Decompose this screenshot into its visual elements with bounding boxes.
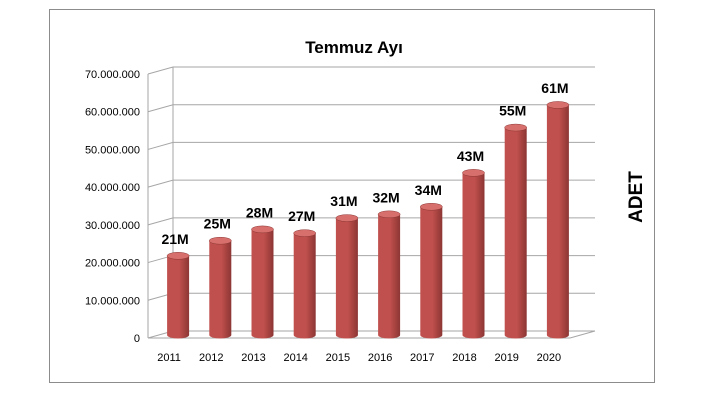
data-label: 34M	[415, 182, 442, 198]
data-label: 25M	[204, 216, 231, 232]
bar-2012	[209, 236, 232, 339]
data-label: 55M	[499, 103, 526, 119]
bar-2020	[546, 101, 570, 339]
y-tick-label: 0	[134, 333, 140, 345]
gridline	[147, 141, 595, 150]
y-tick-label: 20.000.000	[85, 258, 140, 270]
x-tick-label: 2015	[326, 352, 350, 364]
gridline	[147, 179, 595, 188]
x-tick-label: 2012	[199, 352, 223, 364]
data-label: 28M	[246, 204, 273, 220]
y-tick-label: 60.000.000	[85, 107, 140, 119]
x-tick-label: 2016	[368, 352, 392, 364]
y-tick-label: 30.000.000	[85, 220, 140, 232]
x-tick-label: 2013	[241, 352, 265, 364]
y-tick-label: 70.000.000	[85, 69, 140, 81]
bar-2015	[335, 214, 359, 339]
data-label: 43M	[457, 148, 484, 164]
data-label: 61M	[541, 80, 568, 96]
x-tick-label: 2017	[410, 352, 434, 364]
bar-2018	[462, 169, 485, 339]
y-tick-label: 10.000.000	[85, 295, 140, 307]
bar-2017	[420, 203, 443, 339]
x-tick-label: 2018	[452, 352, 476, 364]
floor-edge	[569, 330, 596, 339]
x-tick-label: 2019	[494, 352, 518, 364]
chart-title: Temmuz Ayı	[305, 38, 403, 57]
bar-2016	[377, 210, 401, 339]
gridline	[147, 66, 595, 75]
data-label: 31M	[330, 193, 357, 209]
chart-frame: 0 10.000.000 20.000.000 30.000.000 40.000.00…	[49, 9, 655, 383]
data-label: 32M	[372, 189, 399, 205]
gridline	[147, 104, 595, 113]
x-tick-label: 2014	[283, 352, 307, 364]
data-label: 21M	[161, 231, 188, 247]
x-tick-label: 2011	[157, 352, 181, 364]
y-tick-label: 50.000.000	[85, 144, 140, 156]
x-tick-label: 2020	[537, 352, 561, 364]
y-tick-label: 40.000.000	[85, 182, 140, 194]
bar-2014	[293, 229, 316, 339]
data-label: 27M	[288, 208, 315, 224]
bar-2019	[504, 123, 527, 339]
y-axis-label: ADET	[626, 171, 647, 223]
bar-chart: 0 10.000.000 20.000.000 30.000.000 40.000.00…	[85, 38, 647, 364]
bar-2011	[166, 252, 190, 339]
bar-2013	[251, 225, 274, 339]
